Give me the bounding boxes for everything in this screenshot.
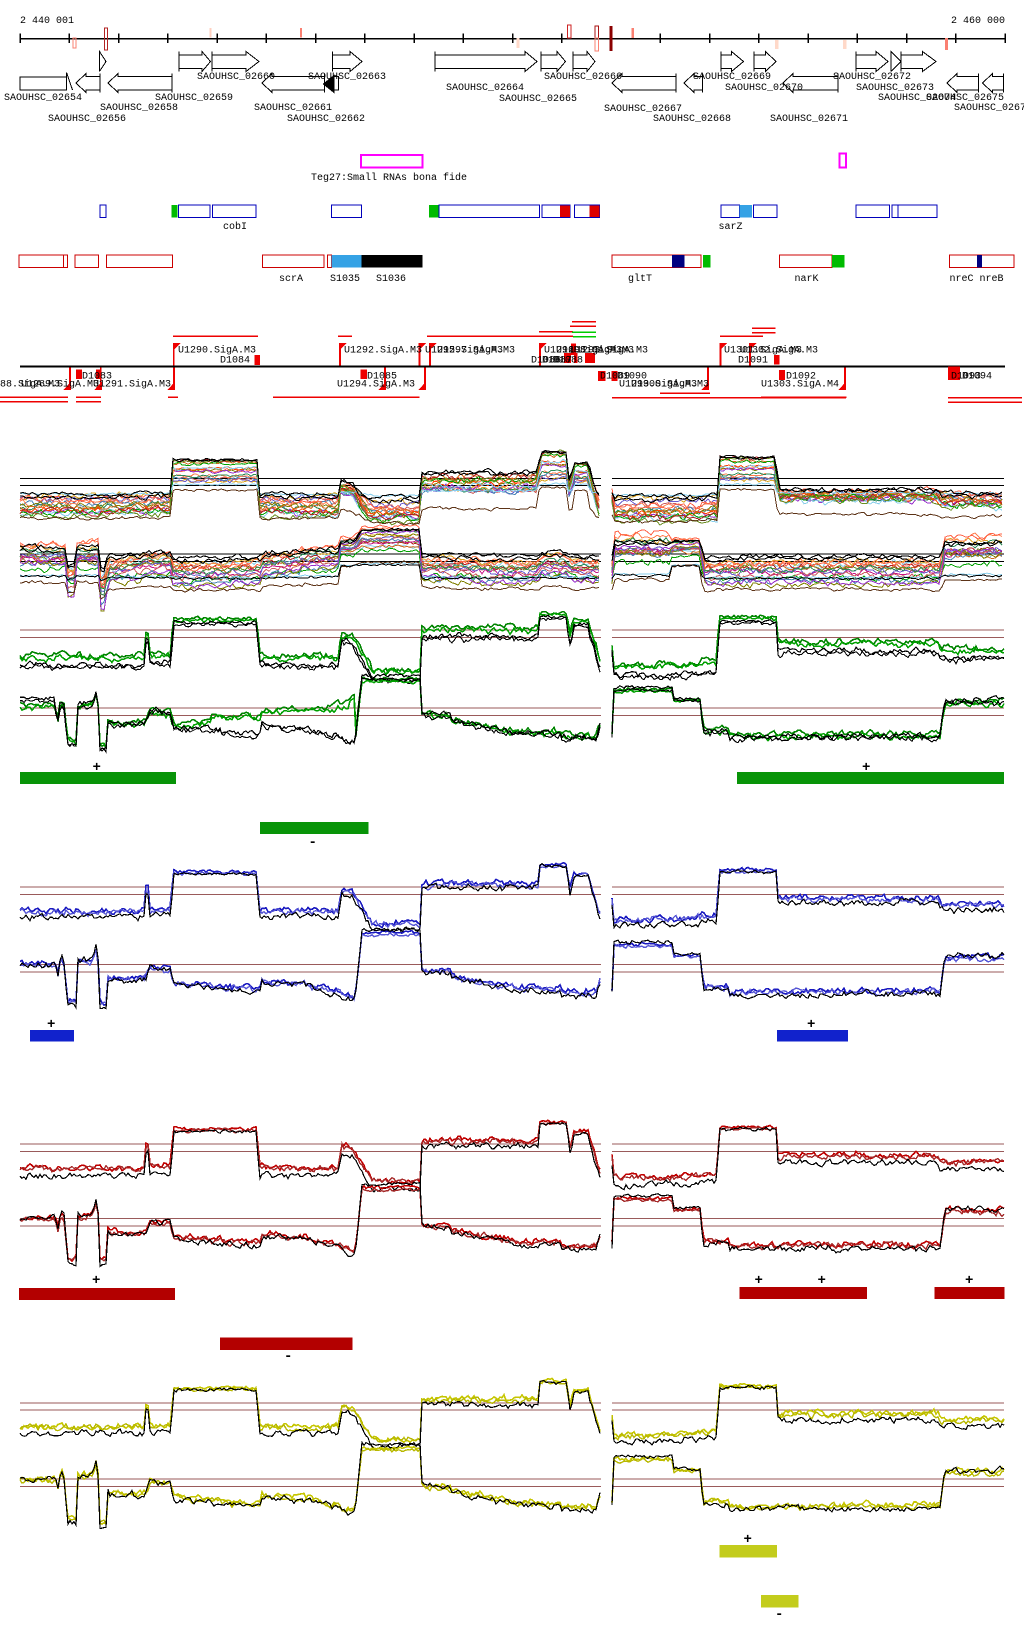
svg-text:SAOUHSC_02658: SAOUHSC_02658 (100, 103, 178, 114)
svg-text:+: + (862, 760, 870, 776)
svg-text:S1036: S1036 (376, 274, 406, 285)
svg-text:U1290.SigA.M3: U1290.SigA.M3 (178, 345, 256, 357)
svg-text:U1300.SigA.M3: U1300.SigA.M3 (631, 379, 709, 391)
svg-text:U1292.SigA.M3: U1292.SigA.M3 (344, 345, 422, 357)
svg-text:D1092: D1092 (786, 372, 816, 383)
svg-text:SAOUHSC_02669: SAOUHSC_02669 (693, 72, 771, 83)
svg-text:gltT: gltT (628, 273, 652, 285)
svg-text:D1091: D1091 (738, 356, 768, 367)
svg-text:SAOUHSC_02670: SAOUHSC_02670 (725, 83, 803, 94)
svg-text:+: + (807, 1017, 815, 1033)
svg-text:scrA: scrA (279, 274, 303, 285)
svg-text:SAOUHSC_02671: SAOUHSC_02671 (770, 114, 848, 125)
svg-text:U1302.SigA.M3: U1302.SigA.M3 (740, 345, 818, 357)
svg-text:D1090: D1090 (617, 372, 647, 383)
svg-text:SAOUHSC_02662: SAOUHSC_02662 (287, 114, 365, 125)
svg-text:nreB: nreB (980, 274, 1004, 285)
svg-text:U1297.SigA.M3: U1297.SigA.M3 (437, 345, 515, 357)
svg-text:SAOUHSC_02668: SAOUHSC_02668 (653, 114, 731, 125)
svg-text:D1089: D1089 (600, 372, 630, 383)
svg-text:U1303.SigA.M4: U1303.SigA.M4 (761, 379, 839, 391)
svg-text:U1299.SigA.M3: U1299.SigA.M3 (619, 379, 697, 391)
svg-text:U1295.SigA.M3: U1295.SigA.M3 (425, 345, 503, 357)
svg-text:D1085: D1085 (367, 372, 397, 383)
svg-text:SAOUHSC_02660: SAOUHSC_02660 (197, 72, 275, 83)
svg-text:SAOUHSC_02673: SAOUHSC_02673 (856, 83, 934, 94)
svg-text:SAOUHSC_02654: SAOUHSC_02654 (4, 93, 82, 104)
svg-text:SAOUHSC_02672: SAOUHSC_02672 (833, 72, 911, 83)
svg-text:SAOUHSC_02667: SAOUHSC_02667 (604, 104, 682, 115)
svg-text:U1294.SigA.M3: U1294.SigA.M3 (337, 379, 415, 391)
svg-text:U1301.SigA.M3: U1301.SigA.M3 (724, 345, 802, 357)
svg-text:U1296.SigA.M3: U1296.SigA.M3 (544, 345, 622, 357)
svg-text:U1291.SigA.M3: U1291.SigA.M3 (93, 379, 171, 391)
svg-text:+: + (92, 1273, 100, 1289)
svg-text:SAOUHSC_02666: SAOUHSC_02666 (544, 72, 622, 83)
svg-text:+: + (93, 760, 101, 776)
svg-text:SAOUHSC_02664: SAOUHSC_02664 (446, 83, 524, 94)
svg-text:+: + (818, 1273, 826, 1289)
svg-text:-: - (309, 835, 317, 851)
svg-text:SAOUHSC_02665: SAOUHSC_02665 (499, 94, 577, 105)
svg-text:+: + (755, 1273, 763, 1289)
svg-text:+: + (744, 1532, 752, 1548)
svg-text:SAOUHSC_02656: SAOUHSC_02656 (48, 114, 126, 125)
svg-text:cobI: cobI (223, 221, 247, 233)
svg-text:D1084: D1084 (220, 356, 250, 367)
svg-text:U1293.SigA.M3: U1293.SigA.M3 (570, 345, 648, 357)
svg-text:SAOUHSC_02674: SAOUHSC_02674 (878, 93, 956, 104)
svg-text:U1298.SigA.M3: U1298.SigA.M3 (556, 345, 634, 357)
svg-text:D1093: D1093 (951, 372, 981, 383)
svg-text:SAOUHSC_02661: SAOUHSC_02661 (254, 103, 332, 114)
svg-text:D1086: D1086 (531, 356, 561, 367)
svg-text:D1088: D1088 (553, 356, 583, 367)
svg-text:SAOUHSC_02675: SAOUHSC_02675 (926, 93, 1004, 104)
svg-text:D1083: D1083 (82, 372, 112, 383)
svg-text:sarZ: sarZ (719, 222, 743, 233)
svg-text:2 460 000: 2 460 000 (951, 16, 1005, 27)
svg-text:D1094: D1094 (962, 372, 992, 383)
svg-text:-: - (775, 1607, 783, 1623)
svg-text:-: - (284, 1349, 292, 1365)
svg-text:Teg27:Small RNAs bona fide: Teg27:Small RNAs bona fide (311, 172, 467, 184)
svg-text:D1087: D1087 (542, 356, 572, 367)
svg-text:2 440 001: 2 440 001 (20, 16, 74, 27)
svg-text:SAOUHSC_02659: SAOUHSC_02659 (155, 93, 233, 104)
svg-text:+: + (965, 1273, 973, 1289)
svg-text:U1289.SigA.M3: U1289.SigA.M3 (21, 379, 99, 391)
svg-text:+: + (47, 1017, 55, 1033)
svg-text:narK: narK (795, 274, 819, 285)
svg-text:U1288.SigA.M3: U1288.SigA.M3 (0, 379, 60, 391)
svg-text:SAOUHSC_02676: SAOUHSC_02676 (954, 103, 1024, 114)
svg-text:nreC: nreC (950, 274, 974, 285)
svg-text:SAOUHSC_02663: SAOUHSC_02663 (308, 72, 386, 83)
svg-text:S1035: S1035 (330, 274, 360, 285)
